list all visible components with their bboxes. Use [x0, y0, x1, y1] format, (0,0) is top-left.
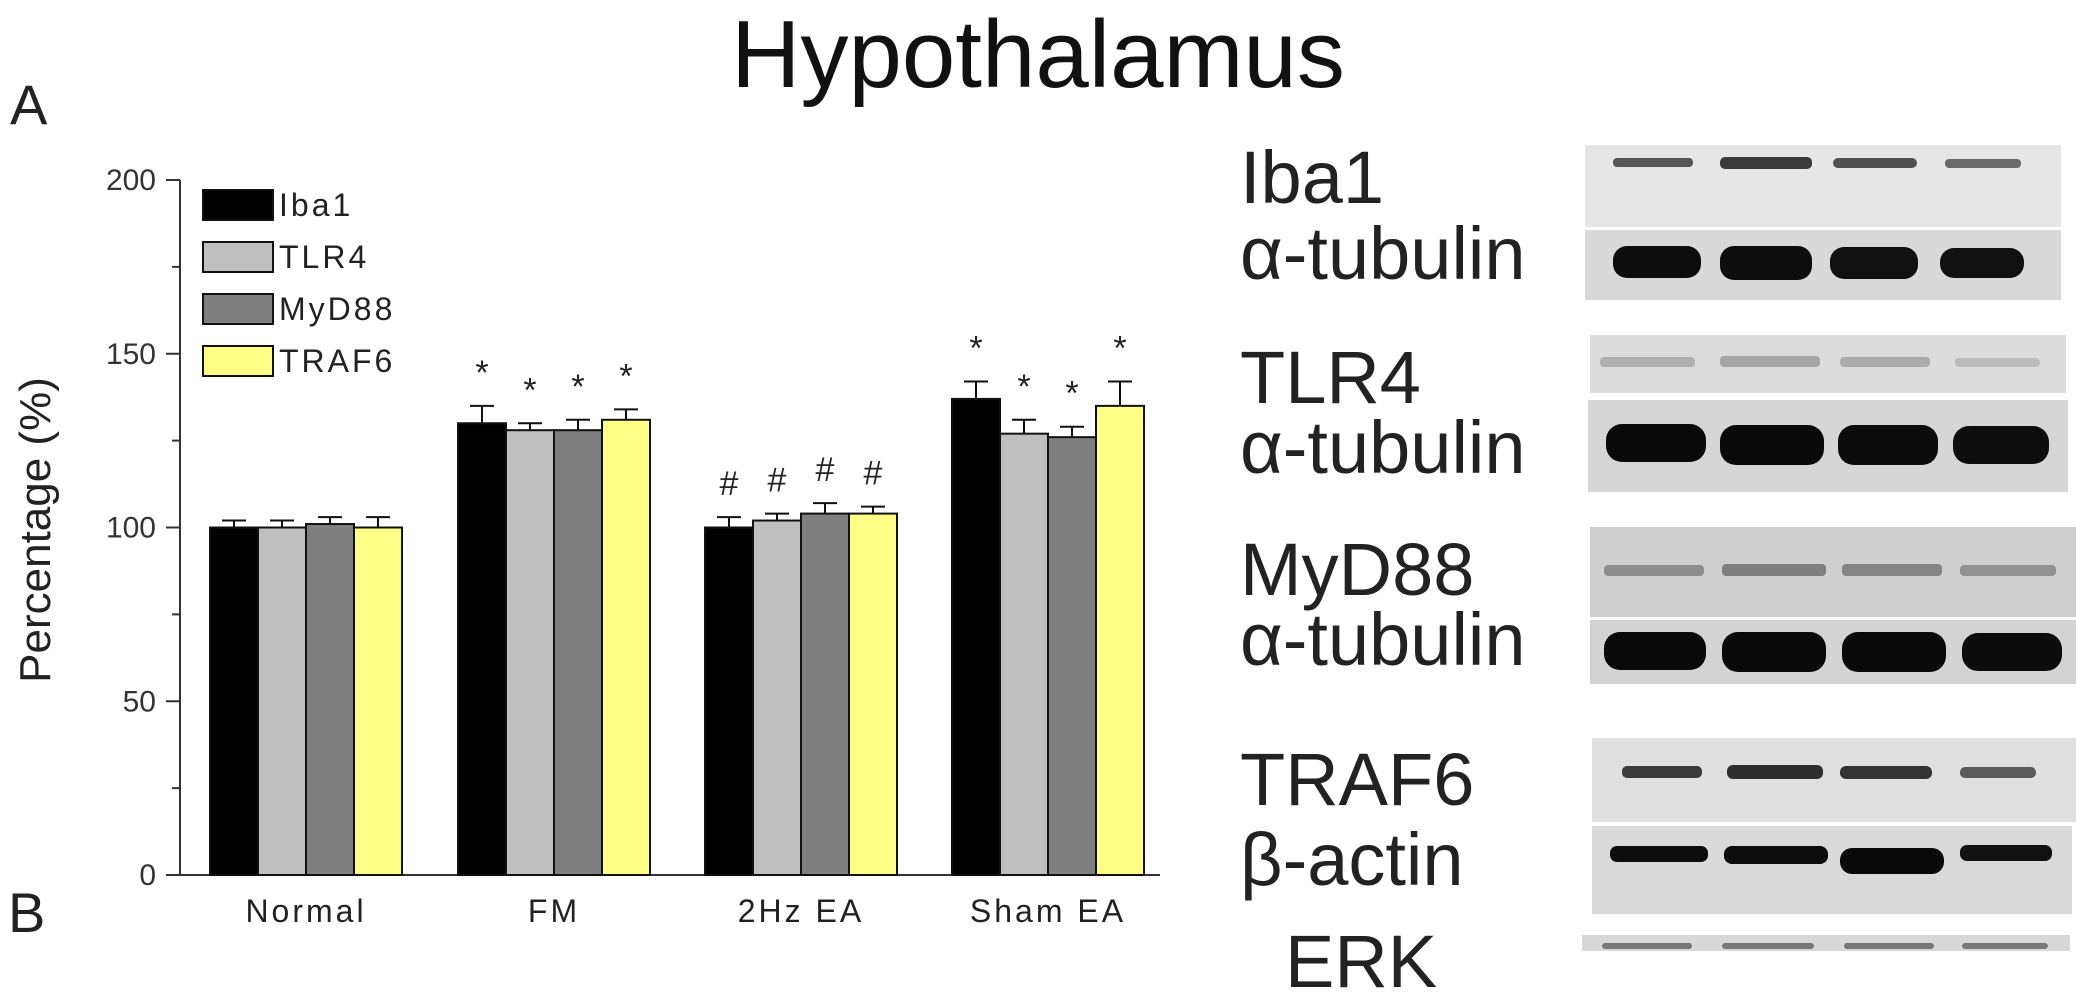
bar-traf6-2: [848, 512, 898, 876]
bar-iba1-3: [951, 397, 1001, 876]
blot-label-myd88-control: α-tubulin: [1240, 598, 1526, 681]
legend-swatch-traf6: [202, 345, 274, 377]
blot-label-traf6-control: β-actin: [1240, 818, 1464, 901]
blot-tlr4-control-image: [1588, 400, 2068, 492]
y-axis-label: Percentage (%): [11, 377, 60, 683]
blot-tlr4-image: [1590, 335, 2066, 393]
blot-label-erk: ERK: [1285, 920, 1438, 1003]
bar-iba1-0: [209, 526, 259, 876]
significance-mark: *: [475, 354, 488, 392]
y-tick-label: 50: [123, 685, 156, 718]
x-tick-label: Sham EA: [970, 893, 1126, 929]
legend-label: Iba1: [279, 187, 353, 223]
significance-mark: #: [768, 462, 787, 500]
panel-label-a: A: [10, 73, 48, 136]
significance-mark: *: [571, 368, 584, 406]
blot-label-iba1-control: α-tubulin: [1240, 212, 1526, 295]
figure-title: Hypothalamus: [731, 1, 1345, 108]
bar-myd88-3: [1047, 436, 1097, 876]
significance-mark: *: [969, 330, 982, 368]
significance-mark: *: [619, 357, 632, 395]
significance-mark: #: [720, 465, 739, 503]
blot-myd88-image: [1590, 527, 2076, 617]
bar-tlr4-1: [505, 429, 555, 876]
blot-iba1-image: [1585, 145, 2061, 227]
x-tick-label: Normal: [245, 893, 366, 929]
x-tick-label: FM: [528, 893, 580, 929]
bar-traf6-0: [353, 526, 403, 876]
bar-myd88-0: [305, 523, 355, 877]
blot-traf6-control-image: [1592, 826, 2072, 914]
bar-traf6-1: [601, 418, 651, 876]
legend-label: TLR4: [279, 239, 369, 275]
significance-mark: #: [864, 455, 883, 493]
y-tick-label: 200: [106, 164, 156, 197]
bar-iba1-1: [457, 422, 507, 876]
bar-tlr4-0: [257, 526, 307, 876]
y-tick-label: 100: [106, 512, 156, 545]
blot-label-tlr4-control: α-tubulin: [1240, 406, 1526, 489]
blot-label-tlr4: TLR4: [1240, 336, 1421, 419]
blot-erk-image: [1582, 935, 2070, 951]
blot-myd88-control-image: [1590, 620, 2076, 684]
bar-tlr4-2: [752, 519, 802, 876]
bar-myd88-1: [553, 429, 603, 876]
bar-iba1-2: [704, 526, 754, 876]
legend-label: MyD88: [279, 291, 395, 327]
legend-swatch-tlr4: [202, 241, 274, 273]
bar-tlr4-3: [999, 432, 1049, 876]
significance-mark: *: [523, 371, 536, 409]
legend-swatch-iba1: [202, 189, 274, 221]
significance-mark: *: [1113, 330, 1126, 368]
significance-mark: *: [1017, 368, 1030, 406]
blot-label-iba1: Iba1: [1240, 136, 1385, 219]
legend-swatch-myd88: [202, 293, 274, 325]
bar-chart: 0 50 100 150 200 Percentage (%) Normal * * * * FM # #…: [11, 164, 1160, 929]
blot-label-traf6: TRAF6: [1240, 738, 1475, 821]
bar-myd88-2: [800, 512, 850, 876]
bar-traf6-3: [1095, 404, 1145, 876]
significance-mark: #: [816, 451, 835, 489]
blot-iba1-control-image: [1585, 230, 2061, 300]
y-tick-label: 150: [106, 338, 156, 371]
y-tick-label: 0: [139, 859, 156, 892]
x-tick-label: 2Hz EA: [738, 893, 864, 929]
significance-mark: *: [1065, 375, 1078, 413]
legend-label: TRAF6: [279, 343, 395, 379]
blot-traf6-image: [1592, 738, 2076, 822]
blot-label-myd88: MyD88: [1240, 528, 1475, 611]
panel-label-b: B: [8, 881, 46, 944]
